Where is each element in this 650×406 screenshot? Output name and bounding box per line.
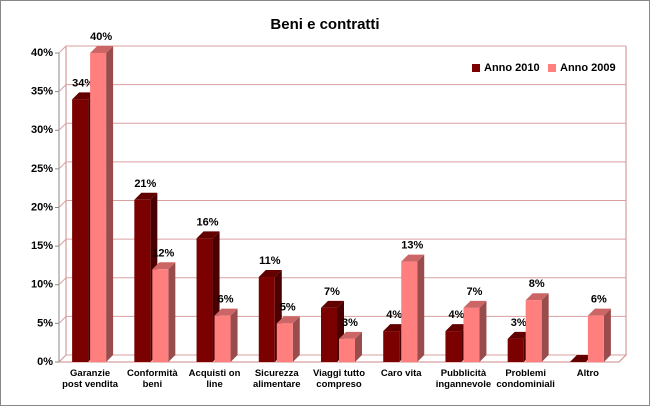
- bar: [276, 323, 293, 362]
- bar-top: [258, 270, 282, 278]
- grid-line-depth: [58, 45, 67, 54]
- bar-top: [401, 254, 425, 262]
- bar-side: [106, 46, 114, 362]
- value-label: 7%: [466, 286, 482, 298]
- y-tick-label: 20%: [31, 201, 53, 213]
- grid-line-depth: [58, 161, 67, 170]
- bar-top: [134, 192, 158, 200]
- x-tick-label: Problemi condominiali: [496, 368, 555, 390]
- bar-side: [417, 254, 425, 362]
- bar-top: [321, 300, 344, 308]
- value-label: 21%: [134, 178, 156, 190]
- bar: [321, 307, 337, 362]
- value-label: 6%: [591, 294, 607, 306]
- value-label: 7%: [324, 286, 340, 298]
- value-label: 8%: [529, 278, 545, 290]
- y-tick-label: 0%: [37, 356, 53, 368]
- bar: [72, 99, 89, 362]
- bar-top: [587, 308, 611, 316]
- grid-line-depth: [58, 122, 67, 131]
- bar-top: [569, 355, 593, 362]
- value-label: 6%: [218, 294, 234, 306]
- bar-side: [230, 308, 238, 362]
- legend-swatch: [548, 64, 556, 72]
- x-tick-label: Pubblicità ingannevole: [435, 368, 492, 390]
- legend-label: Anno 2010: [484, 62, 540, 74]
- bar-top: [196, 231, 220, 239]
- bar: [507, 338, 524, 362]
- bar-top: [214, 308, 238, 316]
- bar: [445, 331, 462, 362]
- y-tick-label: 40%: [31, 47, 53, 59]
- bar-side: [168, 262, 176, 362]
- bar: [258, 277, 275, 362]
- bar-top: [383, 324, 407, 332]
- bar-side: [292, 316, 300, 362]
- x-tick-label: Sicurezza alimentare: [253, 368, 301, 390]
- x-tick-label: Viaggi tutto compreso: [312, 368, 366, 390]
- bar: [214, 315, 231, 362]
- bar-side: [355, 331, 362, 362]
- bar-top: [152, 262, 176, 270]
- y-tick-label: 30%: [31, 124, 53, 136]
- x-tick-label: Caro vita: [380, 368, 422, 379]
- bar-top: [463, 300, 487, 308]
- x-tick-label: Garanzie post vendita: [62, 368, 119, 390]
- x-tick-label: Altro: [576, 368, 599, 379]
- bar-top: [525, 293, 549, 301]
- bar-top: [90, 46, 114, 53]
- value-label: 16%: [197, 216, 219, 228]
- bar: [525, 300, 542, 362]
- bar-top: [339, 331, 362, 339]
- bar-side: [479, 300, 487, 362]
- bar: [152, 269, 169, 362]
- grid-line-depth: [58, 84, 67, 92]
- value-label: 11%: [259, 255, 281, 267]
- bar: [383, 331, 400, 362]
- bar: [463, 307, 480, 362]
- grid-line-depth: [58, 316, 67, 324]
- bar-side: [541, 293, 549, 362]
- value-label: 5%: [280, 301, 296, 313]
- value-label: 40%: [90, 31, 112, 43]
- legend-label: Anno 2009: [560, 62, 616, 74]
- bar: [587, 315, 604, 362]
- y-tick-label: 5%: [37, 317, 53, 329]
- grid-line-depth: [58, 277, 67, 286]
- grid-line-depth: [58, 238, 67, 247]
- bar: [339, 338, 355, 362]
- grid-line-depth: [58, 354, 67, 363]
- value-label: 4%: [386, 309, 402, 321]
- value-label: 4%: [448, 309, 464, 321]
- bar-top: [507, 331, 531, 339]
- value-label: 12%: [152, 247, 174, 259]
- x-tick-label: Acquisti on line: [188, 368, 241, 390]
- y-tick-label: 15%: [31, 240, 53, 252]
- bar: [134, 199, 151, 362]
- value-label: 34%: [72, 77, 94, 89]
- chart-title: Beni e contratti: [270, 16, 379, 33]
- bar-top: [445, 324, 469, 332]
- grid-line-depth: [58, 200, 67, 208]
- x-tick-label: Conformità beni: [126, 368, 178, 390]
- legend-swatch: [472, 64, 480, 72]
- value-label: 3%: [342, 317, 358, 329]
- y-tick-label: 35%: [31, 86, 53, 98]
- bar: [401, 261, 418, 362]
- value-label: 13%: [401, 240, 423, 252]
- bar-top: [72, 92, 96, 100]
- bar: [90, 53, 107, 362]
- bar: [196, 238, 213, 362]
- value-label: 3%: [511, 317, 527, 329]
- y-tick-label: 10%: [31, 279, 53, 291]
- bar-top: [276, 316, 300, 324]
- bar-side: [603, 308, 611, 362]
- y-tick-label: 25%: [31, 163, 53, 175]
